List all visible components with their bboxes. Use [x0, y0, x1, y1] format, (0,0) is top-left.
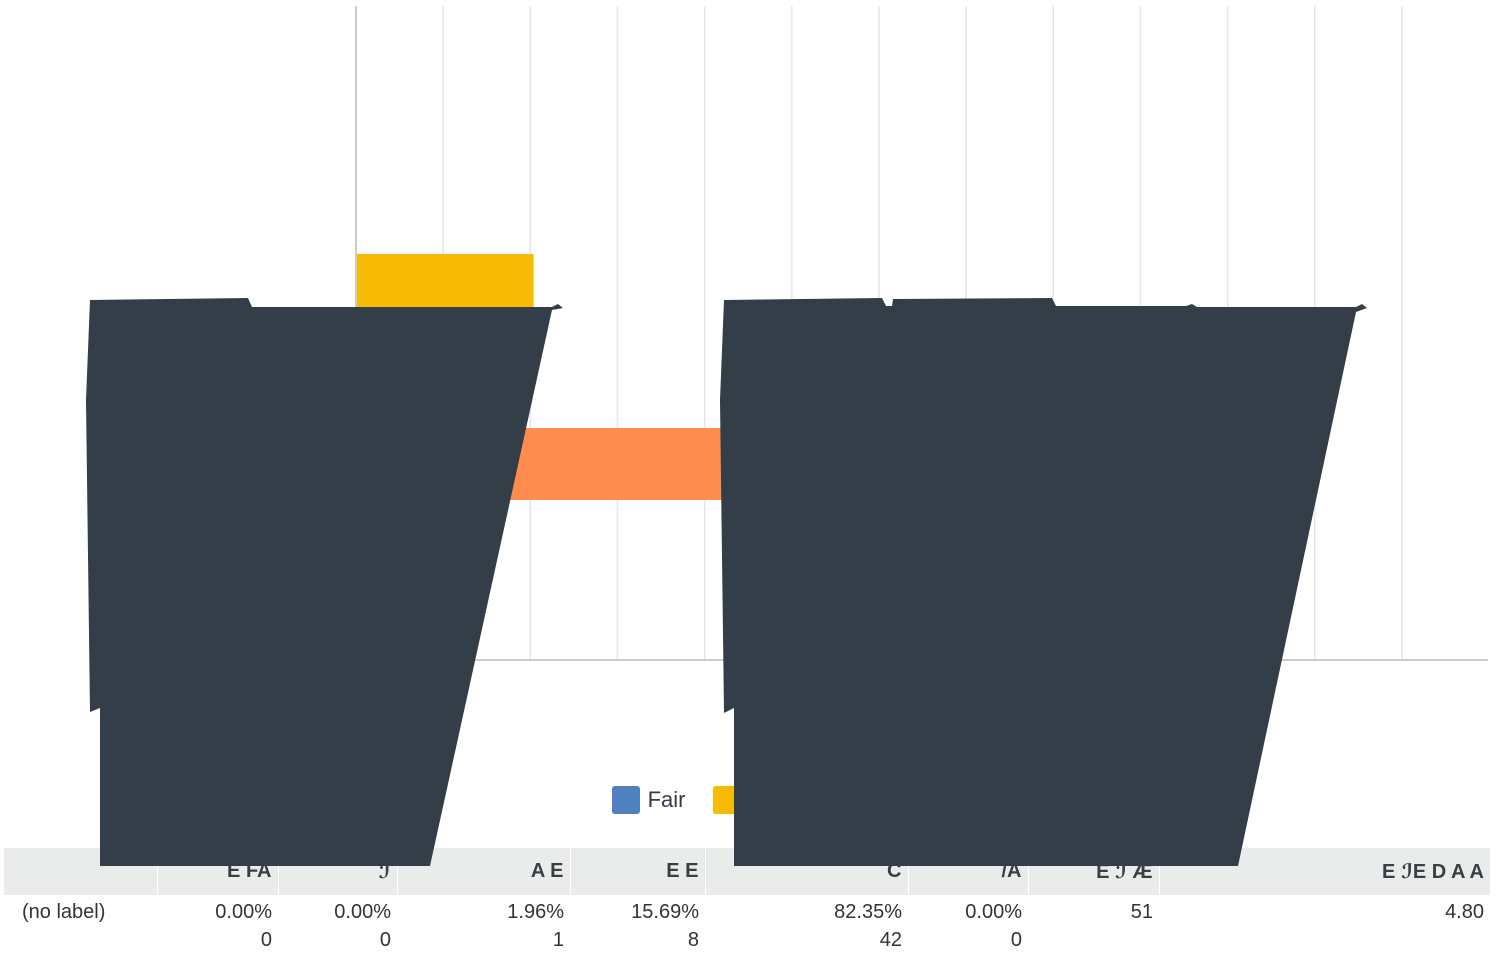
table-cell: 0.00% 0: [278, 895, 397, 954]
table-header-cell[interactable]: E ℐE D A A: [1158, 848, 1490, 895]
table-header-cell: [4, 848, 157, 895]
count-value: 8: [687, 929, 699, 951]
percent-value: 1.96%: [507, 901, 564, 923]
table-cell: 0.00% 0: [908, 895, 1028, 954]
table-header-cell[interactable]: A E: [396, 848, 570, 895]
legend-item-fair[interactable]: Fair: [611, 786, 686, 814]
table-header-row: E FA ℐ A E E E C /A E ℐ Æ E ℐE D A A: [4, 848, 1490, 895]
table-header-cell[interactable]: C: [704, 848, 908, 895]
table-header-cell[interactable]: E ℐ Æ: [1027, 848, 1159, 895]
table-row: (no label) 0.00% 0 0.00% 0 1.96% 1 15.69…: [4, 895, 1490, 954]
legend-label-neutral: Neutral: [749, 787, 821, 812]
row-label-cell: (no label): [4, 895, 157, 954]
table-header-cell[interactable]: ℐ: [277, 848, 397, 895]
legend-swatch-third: [848, 786, 877, 814]
legend-swatch-fair: [611, 786, 640, 814]
table-cell: 82.35% 42: [705, 895, 908, 954]
legend-item-neutral[interactable]: Neutral: [713, 786, 820, 814]
legend: Fair Neutral: [0, 784, 1496, 816]
row-label: (no label): [22, 901, 106, 923]
bar-series-3[interactable]: [356, 428, 1289, 500]
legend-swatch-neutral: [713, 786, 742, 814]
bars: [356, 254, 1289, 500]
count-value: 0: [1010, 929, 1022, 951]
table-header-cell[interactable]: /A: [907, 848, 1028, 895]
gridlines: [355, 6, 1403, 660]
table-cell: 51: [1028, 895, 1159, 954]
table-cell: 15.69% 8: [570, 895, 705, 954]
percent-value: 82.35%: [834, 901, 902, 923]
percent-value: 0.00%: [334, 901, 391, 923]
count-value: 4.80: [1445, 901, 1484, 923]
legend-label-fair: Fair: [647, 787, 686, 812]
count-value: 51: [1130, 901, 1153, 923]
count-value: 0: [260, 929, 272, 951]
table-cell: 1.96% 1: [397, 895, 570, 954]
percent-value: 0.00%: [965, 901, 1022, 923]
legend-item-third[interactable]: [848, 786, 884, 814]
count-value: 1: [552, 929, 564, 951]
percent-value: 0.00%: [215, 901, 272, 923]
stats-table: E FA ℐ A E E E C /A E ℐ Æ E ℐE D A A (no…: [4, 848, 1490, 954]
table-cell: 0.00% 0: [157, 895, 278, 954]
table-header-cell[interactable]: E FA: [156, 848, 278, 895]
count-value: 0: [379, 929, 391, 951]
bar-chart: [355, 6, 1488, 661]
percent-value: 15.69%: [631, 901, 699, 923]
count-value: 42: [879, 929, 902, 951]
bar-neutral[interactable]: [356, 254, 534, 326]
table-header-cell[interactable]: E E: [569, 848, 705, 895]
table-cell: 4.80: [1159, 895, 1490, 954]
